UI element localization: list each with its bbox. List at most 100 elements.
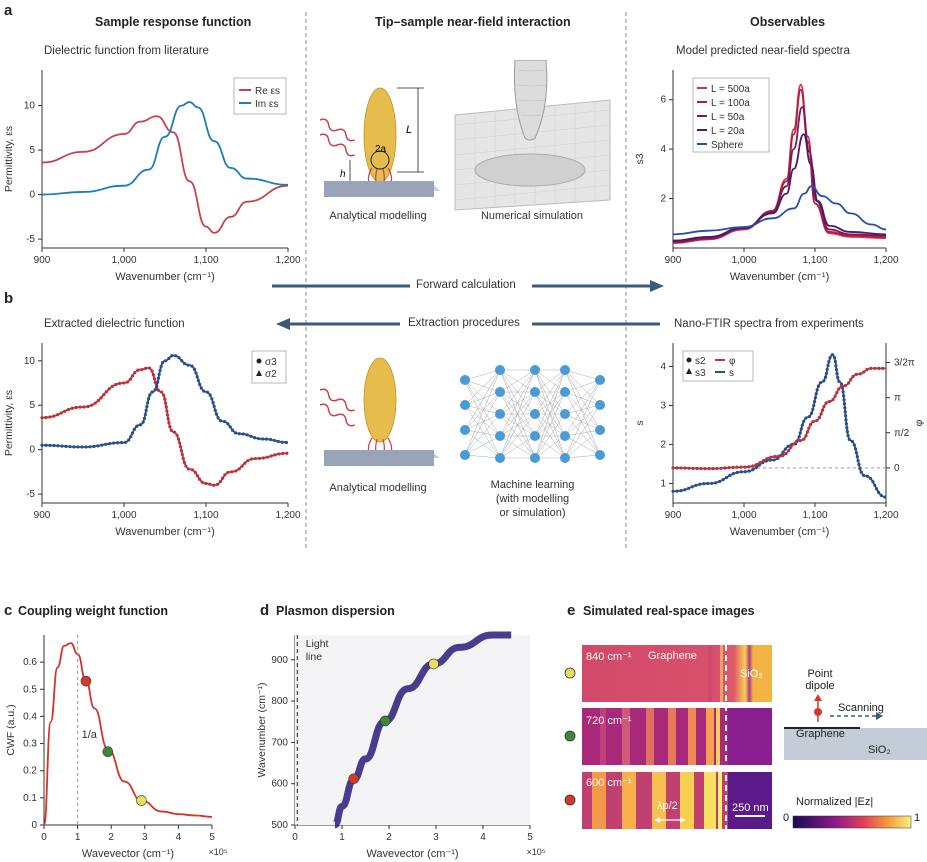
y-tick-label: 2 <box>660 439 666 450</box>
series-line-4 <box>672 185 887 236</box>
data-point <box>675 489 679 493</box>
data-point <box>715 466 719 471</box>
data-point <box>211 400 215 405</box>
data-point <box>222 419 227 424</box>
data-point <box>56 413 60 417</box>
nn-node <box>530 365 540 375</box>
data-point <box>683 488 687 492</box>
b-analytical-caption: Analytical modelling <box>329 482 427 494</box>
x-tick-label: 4 <box>480 832 486 843</box>
data-point <box>104 442 108 446</box>
data-point <box>812 399 817 404</box>
y-tick-label: 4 <box>660 144 666 155</box>
data-point <box>845 426 849 430</box>
b-right-subtitle: Nano-FTIR spectra from experiments <box>674 318 864 330</box>
data-point <box>822 404 826 409</box>
data-point <box>164 405 168 409</box>
data-point <box>181 456 185 461</box>
data-point <box>150 369 154 373</box>
data-point <box>249 434 253 438</box>
data-point <box>834 367 839 372</box>
data-point <box>186 467 191 471</box>
nn-edge <box>464 413 501 456</box>
nn-node <box>495 431 505 441</box>
data-point <box>156 380 160 384</box>
image-600 <box>582 772 772 829</box>
dot-840 <box>564 667 576 679</box>
panel-c-title: Coupling weight function <box>18 604 168 618</box>
chart-a-left: 900 1,000 1,100 1,200 -5 0 5 10 Wavenumber (cm⁻¹… <box>3 70 300 283</box>
x-tick-label: 900 <box>665 510 682 521</box>
legend-item: Sphere <box>711 140 744 151</box>
data-point <box>272 438 277 443</box>
data-point <box>846 381 851 385</box>
chart-d: 0 1 2 3 4 5 500 600 700 800 900 Wavevector (cm⁻¹) Wa… <box>256 631 546 860</box>
freq-840: 840 cm⁻¹ <box>586 651 632 663</box>
data-point <box>230 428 235 432</box>
data-point <box>116 441 120 445</box>
data-point <box>256 437 261 441</box>
data-point <box>851 374 855 379</box>
nn-edge <box>534 369 566 415</box>
data-point <box>833 394 837 398</box>
nn-edge <box>499 413 536 459</box>
data-point <box>807 414 812 419</box>
panel-e-letter: e <box>567 602 576 619</box>
data-point <box>816 384 821 388</box>
data-point <box>228 425 232 429</box>
colorbar <box>792 815 912 829</box>
data-point <box>876 490 881 494</box>
nn-node <box>595 375 605 385</box>
data-point <box>118 381 122 385</box>
y-tick-label: -5 <box>26 489 35 500</box>
data-point <box>213 408 217 412</box>
data-point <box>52 443 56 448</box>
data-point <box>100 443 104 447</box>
data-point <box>721 478 725 482</box>
data-point <box>135 424 139 428</box>
freq-600: 600 cm⁻¹ <box>586 777 632 789</box>
nn-edge <box>564 369 601 456</box>
data-point <box>241 432 245 436</box>
nn-node <box>560 453 570 463</box>
marker-dot-1 <box>102 746 114 758</box>
data-point <box>800 423 804 427</box>
x-tick-label: 900 <box>34 510 51 521</box>
legend-item: Im εs <box>255 99 278 110</box>
data-point <box>237 432 241 436</box>
nn-edge <box>534 369 566 437</box>
data-point <box>164 359 168 363</box>
data-point <box>813 396 817 400</box>
y-tick-label: 1 <box>660 478 666 489</box>
data-point <box>93 401 97 405</box>
nn-node <box>530 431 540 441</box>
y2-axis-label: φ <box>913 419 925 426</box>
x-tick-label: 1,000 <box>111 255 136 266</box>
data-point <box>197 477 202 481</box>
nn-edge <box>564 435 601 456</box>
data-point <box>731 472 736 476</box>
data-point <box>723 466 727 470</box>
series-line-1 <box>672 367 886 470</box>
data-point <box>82 405 86 409</box>
data-point <box>142 416 147 420</box>
data-point <box>72 445 76 449</box>
y-tick-label: 700 <box>271 737 288 748</box>
data-point <box>817 415 822 420</box>
data-point <box>146 401 150 405</box>
data-point <box>153 388 157 392</box>
data-point <box>815 388 819 392</box>
data-point <box>172 430 177 434</box>
data-point <box>168 425 172 429</box>
x-tick-label: 0 <box>41 832 47 843</box>
data-point <box>809 411 814 415</box>
x-tick-label: 2 <box>386 832 392 843</box>
data-point <box>694 483 698 487</box>
light-line-label-1: Light <box>306 638 329 650</box>
data-point <box>679 466 683 470</box>
data-point <box>245 433 249 437</box>
nn-node <box>595 450 605 460</box>
y-tick-label: 0.6 <box>23 657 37 668</box>
data-point <box>178 445 183 449</box>
data-point <box>182 361 187 366</box>
